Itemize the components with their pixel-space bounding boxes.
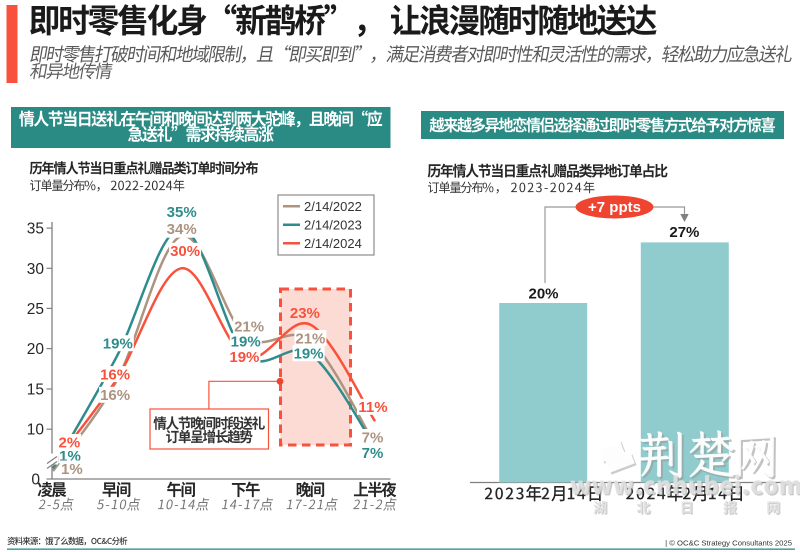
svg-text:34%: 34% [167, 221, 197, 238]
svg-text:20: 20 [27, 341, 45, 358]
svg-text:15: 15 [27, 382, 44, 399]
svg-text:27%: 27% [669, 224, 699, 241]
svg-text:7%: 7% [362, 445, 384, 462]
svg-text:| © OC&C Strategy Consultants: | © OC&C Strategy Consultants 2025 [665, 538, 792, 547]
svg-text:2/14/2022: 2/14/2022 [304, 199, 362, 214]
svg-text:1%: 1% [61, 461, 83, 478]
svg-text:0: 0 [31, 472, 40, 489]
svg-text:21%: 21% [234, 318, 264, 335]
svg-text:16%: 16% [100, 367, 130, 384]
svg-text:7%: 7% [362, 429, 384, 446]
svg-text:11%: 11% [358, 399, 387, 416]
svg-text:19%: 19% [103, 336, 133, 353]
svg-text:2/14/2023: 2/14/2023 [304, 217, 362, 232]
svg-text:19%: 19% [294, 346, 324, 363]
svg-text:19%: 19% [229, 349, 259, 366]
svg-text:20%: 20% [528, 285, 558, 302]
svg-text:35: 35 [27, 221, 44, 238]
svg-text:21%: 21% [295, 330, 325, 347]
svg-text:35%: 35% [167, 204, 197, 221]
svg-text:+7 ppts: +7 ppts [588, 199, 641, 216]
svg-text:2%: 2% [59, 434, 81, 451]
svg-text:25: 25 [27, 301, 44, 318]
svg-text:2/14/2024: 2/14/2024 [304, 236, 362, 251]
svg-text:30: 30 [27, 261, 45, 278]
svg-text:10: 10 [27, 422, 45, 439]
svg-text:16%: 16% [100, 387, 130, 404]
svg-text:23%: 23% [290, 305, 320, 322]
svg-text:19%: 19% [231, 334, 261, 351]
svg-text:30%: 30% [170, 243, 200, 260]
